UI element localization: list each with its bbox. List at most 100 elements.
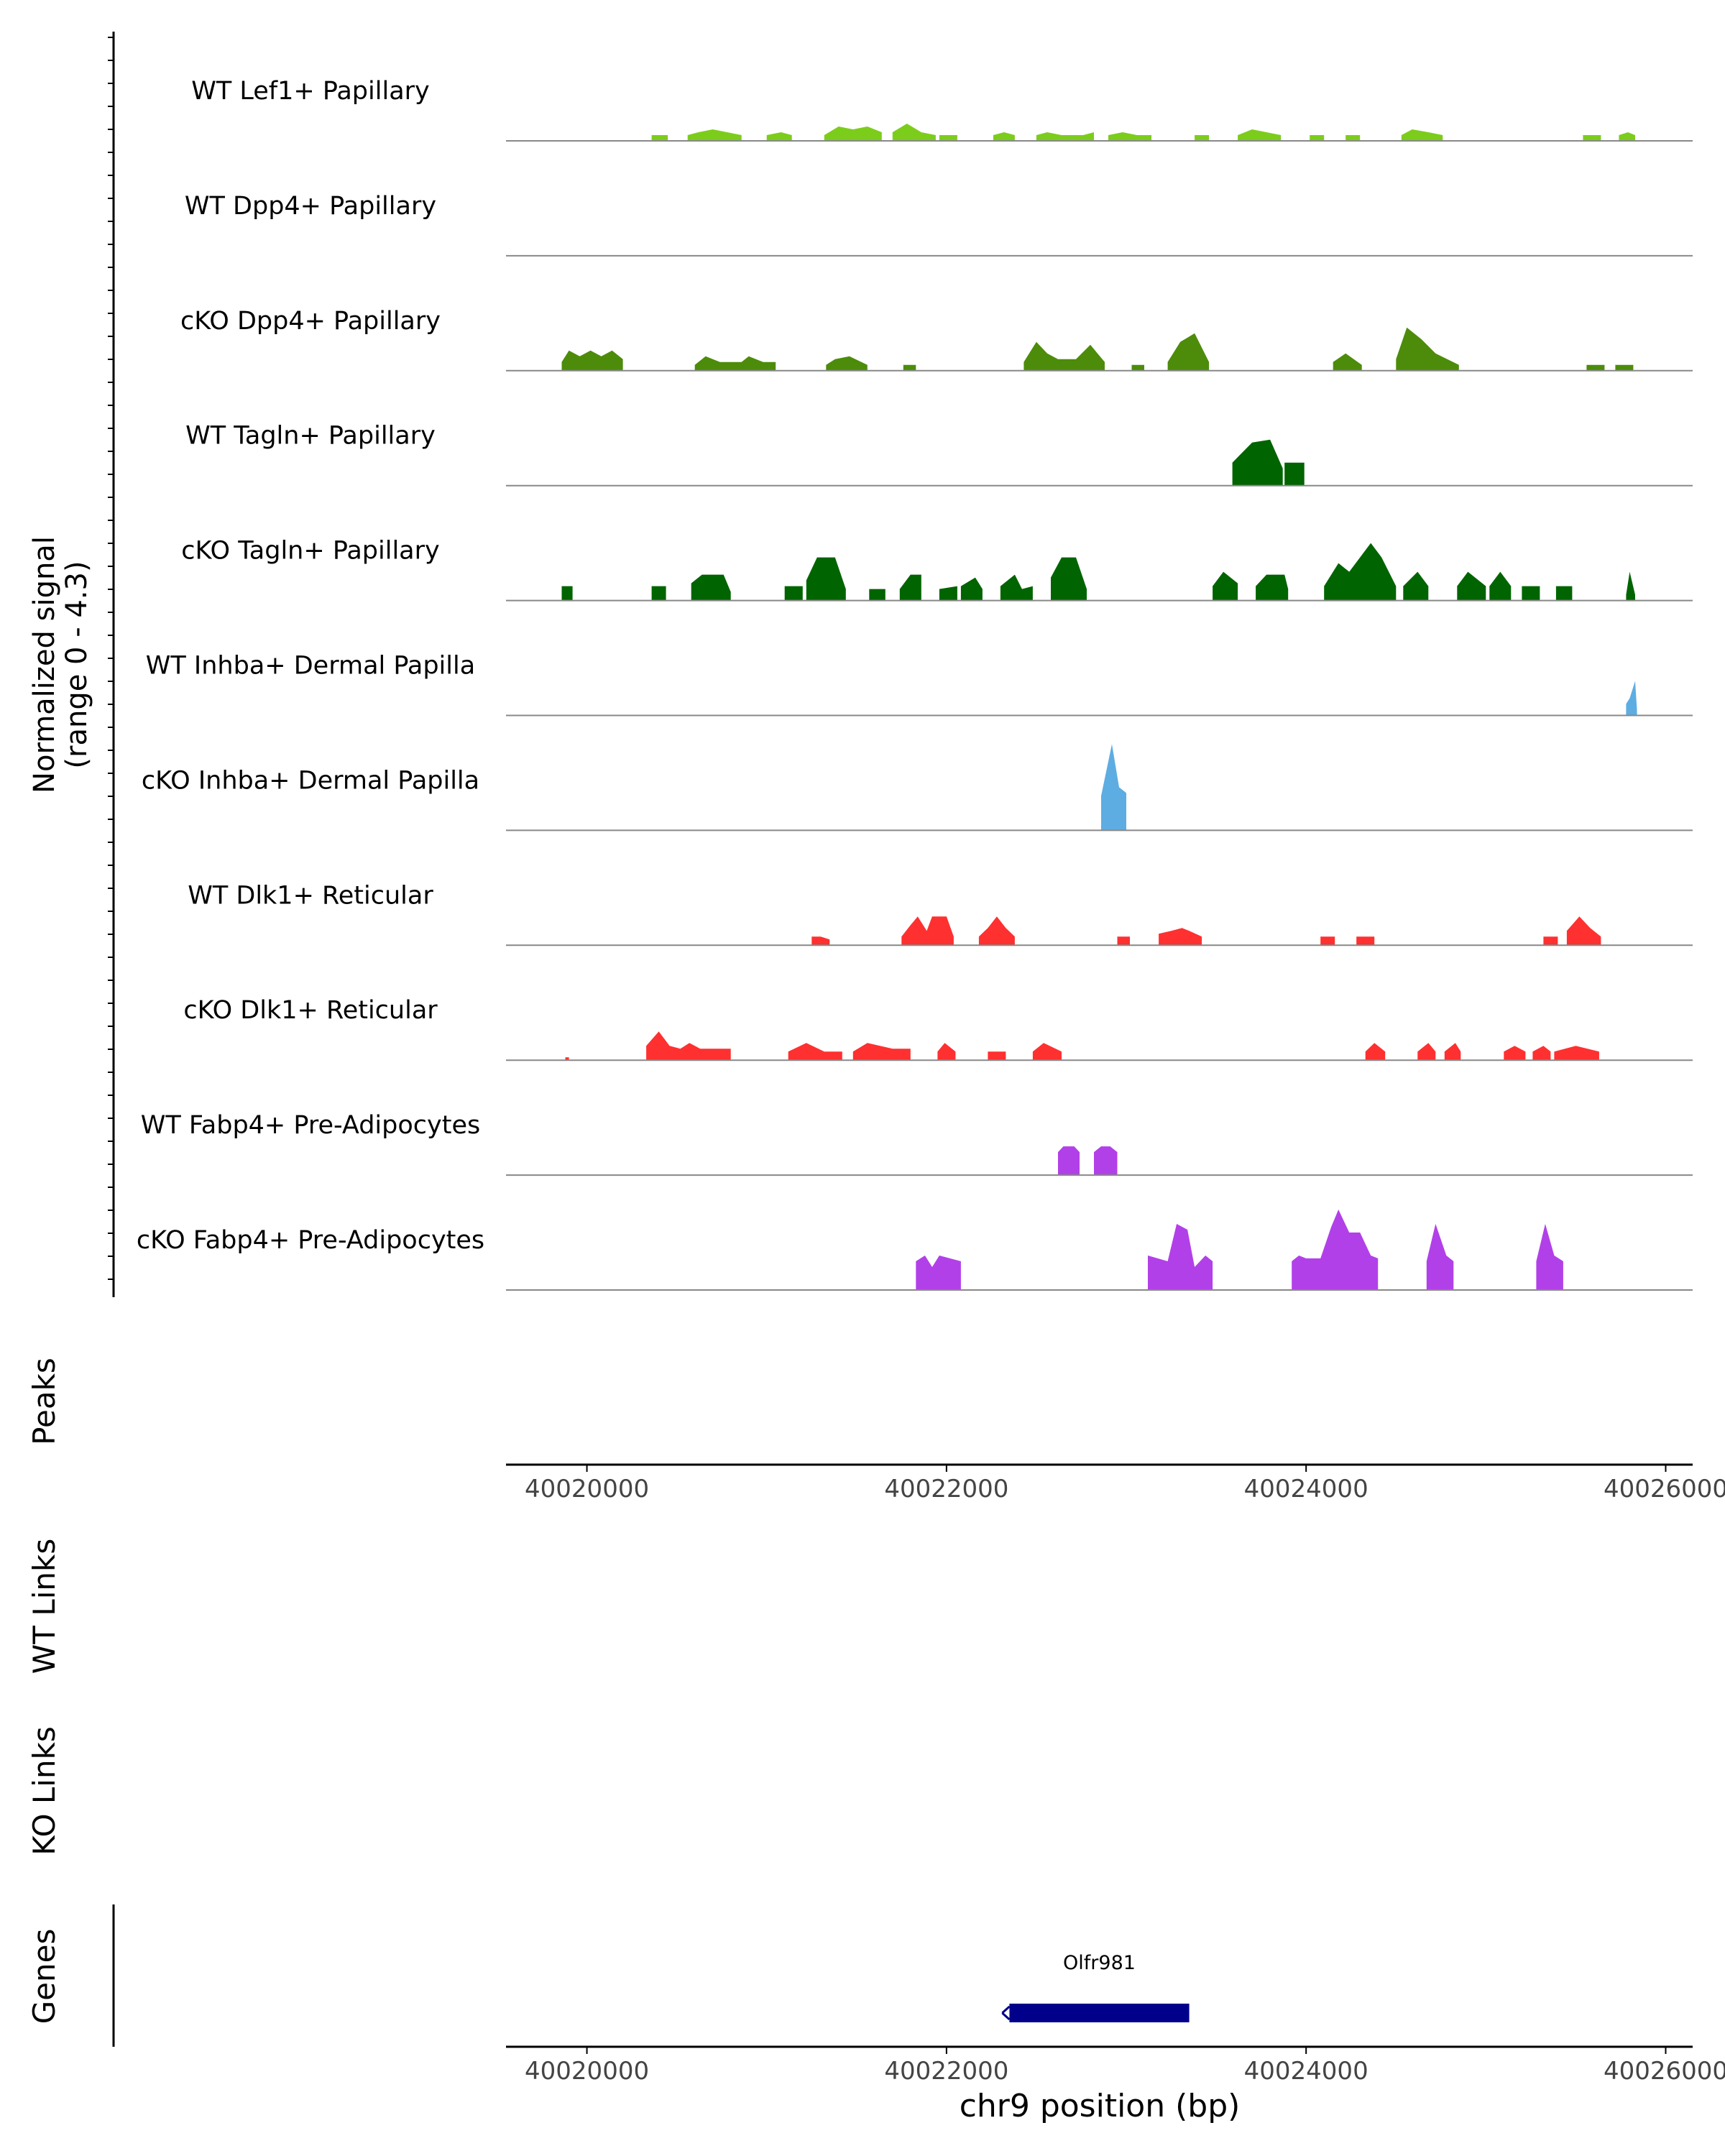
signal-peak — [1401, 129, 1443, 141]
signal-peak — [1036, 132, 1094, 141]
track-label: cKO Dlk1+ Reticular — [183, 996, 438, 1025]
signal-peak — [1108, 132, 1151, 141]
signal-peak — [903, 364, 916, 371]
signal-peak — [561, 350, 623, 371]
signal-peak — [937, 1043, 956, 1061]
signal-peak — [1292, 1210, 1379, 1290]
signal-peak — [694, 356, 776, 371]
signal-peak — [691, 574, 731, 601]
signal-peak — [1117, 936, 1130, 946]
signal-peak — [1626, 571, 1635, 601]
signal-peak — [1310, 135, 1325, 141]
signal-peak — [869, 589, 886, 601]
wt-links-track-label: WT Links — [27, 1539, 62, 1674]
signal-peak — [1532, 1046, 1551, 1061]
x-tick-label: 40026000 — [1604, 2057, 1725, 2086]
signal-peak — [1320, 936, 1335, 946]
signal-peak — [1365, 1043, 1386, 1061]
signal-peak — [993, 132, 1015, 141]
signal-peak — [1213, 571, 1238, 601]
signal-peak — [1543, 936, 1558, 946]
signal-peak — [1619, 132, 1635, 141]
signal-peak — [561, 586, 573, 601]
signal-peak — [1238, 129, 1282, 141]
signal-peak — [651, 586, 666, 601]
gene-model — [1001, 2004, 1190, 2022]
signal-peak — [978, 916, 1015, 946]
signal-peak — [651, 135, 668, 141]
signal-peak — [960, 577, 983, 601]
genes-track-label: Genes — [27, 1929, 62, 2024]
signal-peak — [1000, 574, 1033, 601]
signal-peak — [824, 126, 882, 141]
signal-peak — [939, 135, 957, 141]
signal-peak — [1356, 936, 1375, 946]
signal-peak — [788, 1043, 842, 1061]
signal-peak — [1024, 341, 1105, 371]
signal-peak — [1284, 462, 1305, 486]
signal-peak — [1426, 1224, 1454, 1290]
signal-peak — [806, 557, 846, 601]
y-axis-label-line2: (range 0 - 4.3) — [60, 561, 93, 768]
signal-peak — [1051, 557, 1087, 601]
gene-body — [1009, 2004, 1190, 2022]
signal-peak — [916, 1256, 961, 1290]
track-label: WT Inhba+ Dermal Papilla — [146, 652, 475, 681]
signal-peak — [1346, 135, 1361, 141]
peaks-track-label: Peaks — [27, 1358, 62, 1445]
signal-axis-ticks — [108, 37, 114, 1280]
signal-peak — [1586, 364, 1605, 371]
x-axis-title: chr9 position (bp) — [960, 2088, 1241, 2124]
signal-peak — [1324, 543, 1397, 601]
signal-peak — [1536, 1224, 1563, 1290]
signal-peak — [1489, 571, 1512, 601]
signal-peak — [1256, 574, 1289, 601]
x-tick-label: 40022000 — [884, 1475, 1008, 1503]
signal-peak — [1457, 571, 1486, 601]
signal-peak — [1058, 1146, 1080, 1176]
signal-peak — [1626, 681, 1637, 716]
signal-peak — [1232, 439, 1283, 486]
track-label: cKO Inhba+ Dermal Papilla — [142, 766, 479, 795]
signal-peak — [1396, 327, 1459, 371]
signal-peak — [939, 586, 957, 601]
signal-peak — [1159, 928, 1202, 946]
track-label: WT Tagln+ Papillary — [185, 422, 436, 451]
signal-peak — [1522, 586, 1540, 601]
signal-peak — [826, 356, 868, 371]
signal-peak — [1566, 916, 1601, 946]
strand-arrow — [1001, 2005, 1011, 2021]
signal-peak — [1094, 1146, 1118, 1176]
signal-peak — [1615, 364, 1634, 371]
x-tick-label: 40020000 — [525, 2057, 649, 2086]
signal-peak — [892, 124, 936, 141]
ko-links-track-label: KO Links — [27, 1726, 62, 1856]
signal-peak — [1195, 135, 1210, 141]
signal-peak — [811, 936, 830, 946]
signal-peak — [646, 1031, 731, 1061]
track-label: cKO Fabp4+ Pre-Adipocytes — [137, 1226, 484, 1255]
track-label: WT Dpp4+ Papillary — [185, 192, 436, 221]
signal-peak — [988, 1051, 1006, 1061]
x-axis-top-ticks: 40020000 40022000 40024000 40026000 — [525, 1465, 1725, 1503]
signal-peak — [901, 916, 954, 946]
signal-peak — [784, 586, 803, 601]
signal-peak — [1504, 1046, 1526, 1061]
signal-peak — [899, 574, 921, 601]
x-tick-label: 40024000 — [1244, 1475, 1368, 1503]
signal-peak — [1554, 1046, 1599, 1061]
signal-peak — [1131, 364, 1144, 371]
signal-peak — [852, 1043, 911, 1061]
signal-peak — [1167, 333, 1210, 371]
x-tick-label: 40024000 — [1244, 2057, 1368, 2086]
track-label: cKO Dpp4+ Papillary — [180, 307, 441, 336]
signal-peak — [1444, 1043, 1461, 1061]
signal-peak — [1417, 1043, 1436, 1061]
coverage-tracks: WT Lef1+ Papillary WT Dpp4+ Papillary cKO … — [137, 77, 1693, 1291]
track-label: WT Fabp4+ Pre-Adipocytes — [141, 1111, 480, 1140]
signal-peak — [1101, 744, 1126, 831]
signal-peak — [1583, 135, 1601, 141]
signal-peak — [687, 129, 742, 141]
x-tick-label: 40022000 — [884, 2057, 1008, 2086]
